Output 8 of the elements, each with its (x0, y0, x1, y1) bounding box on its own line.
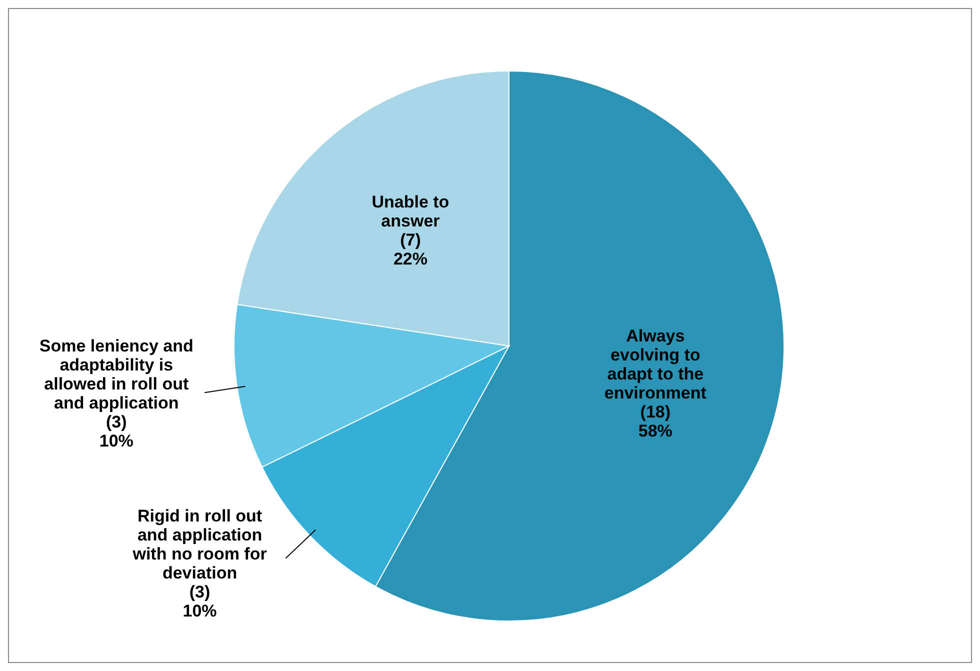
data-label: (18) 58% (638, 402, 672, 440)
slice-label: Unable to answer (372, 192, 450, 231)
slice-label: Some leniency and adaptability is allowed in roll out and application (39, 336, 194, 412)
data-label: (7) 22% (393, 230, 428, 269)
data-label: (3) 10% (182, 582, 217, 620)
slice-label: Rigid in roll out and application with no room for deviation (132, 506, 268, 582)
data-label: (3) 10% (99, 412, 134, 450)
slice-label: Always evolving to adapt to the environment (604, 326, 707, 402)
